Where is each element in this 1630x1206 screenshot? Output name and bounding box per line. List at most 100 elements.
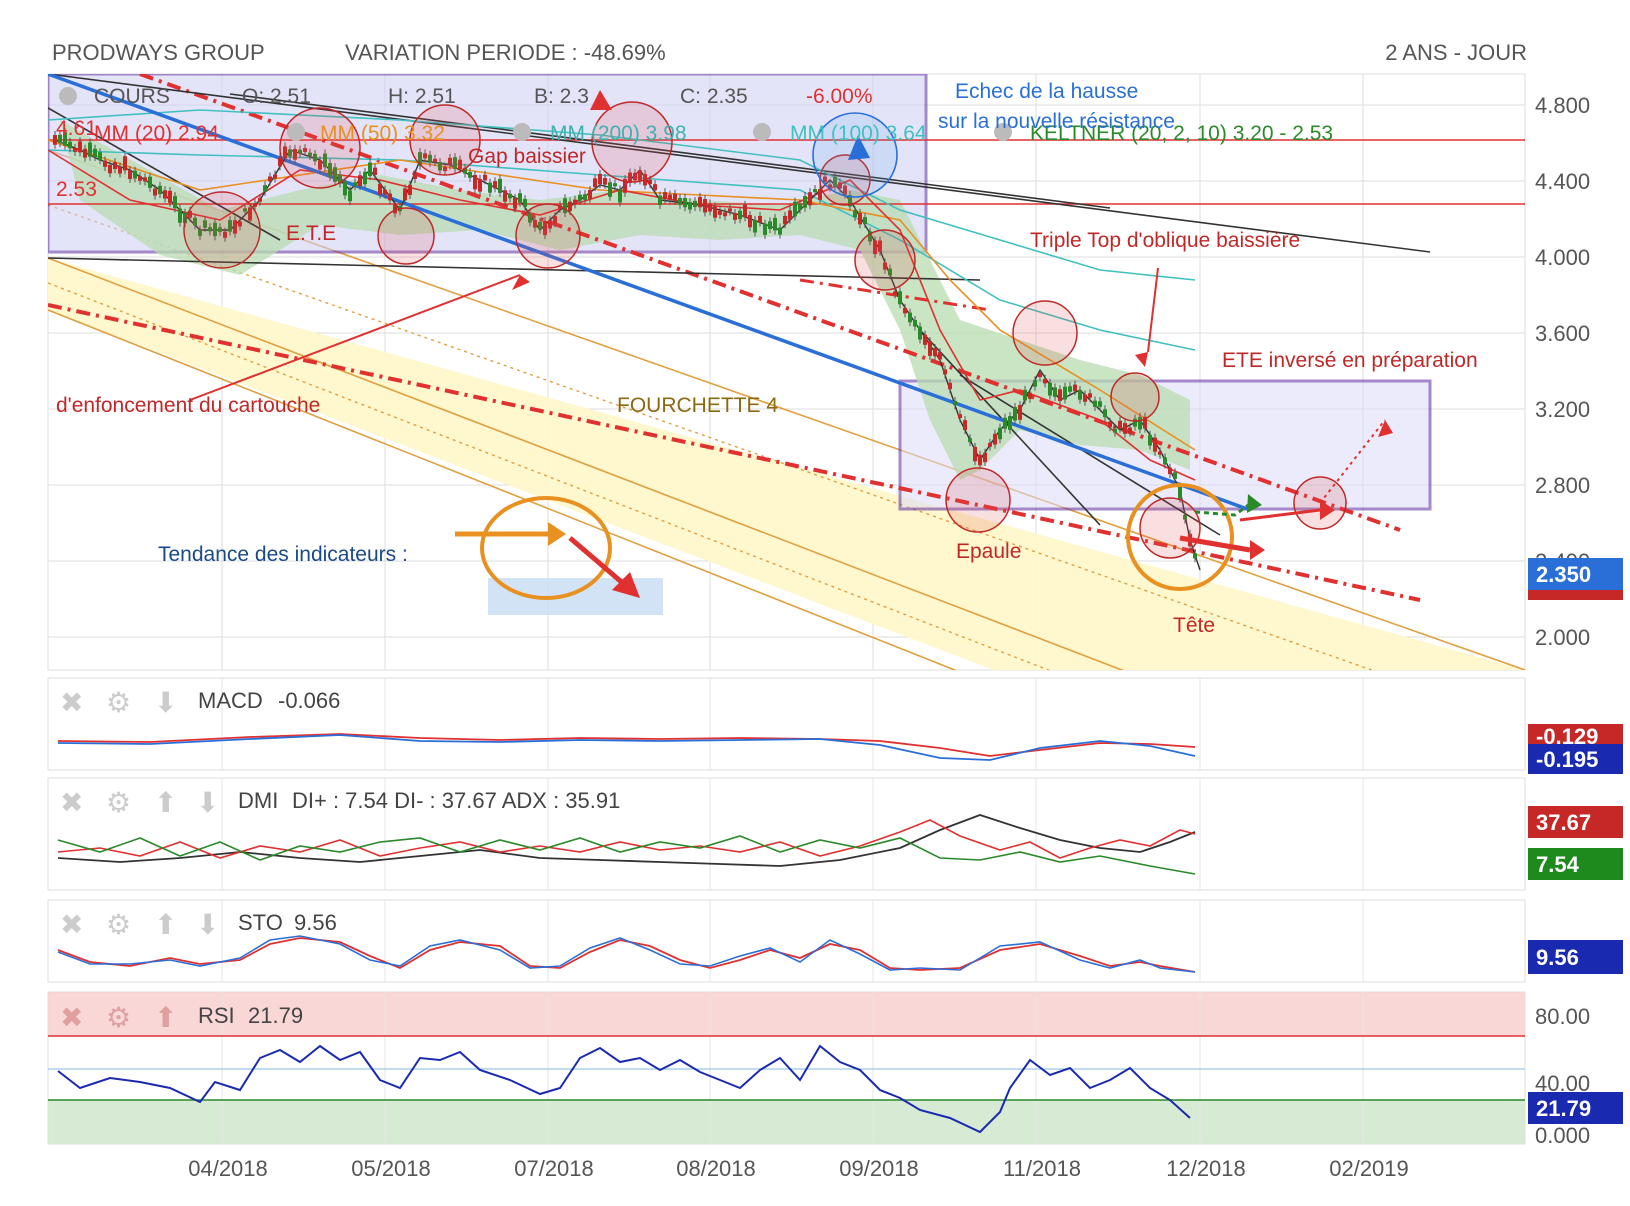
candle-body xyxy=(1028,392,1032,399)
candle-body xyxy=(413,173,417,180)
annotation-enfoncement: d'enfoncement du cartouche xyxy=(56,394,320,417)
candle-body xyxy=(63,132,67,146)
legend-change: -6.00% xyxy=(806,85,873,108)
close-icon[interactable]: ✖ xyxy=(60,786,83,819)
gear-icon[interactable] xyxy=(59,87,77,105)
arrow-down-icon[interactable]: ⬇ xyxy=(196,908,219,941)
candle-body xyxy=(553,216,557,224)
gear-icon[interactable]: ⚙ xyxy=(106,786,131,819)
current-price-text: 2.350 xyxy=(1536,562,1591,587)
rsi-line xyxy=(57,1044,1191,1134)
candle-body xyxy=(783,215,787,225)
legend-low: B: 2.3 xyxy=(534,85,589,108)
arrow-down-icon[interactable]: ⬇ xyxy=(196,786,219,819)
candle-body xyxy=(653,184,657,191)
trend-indicator-circle xyxy=(480,496,612,600)
candle-body xyxy=(918,326,922,340)
trend-arrow-red xyxy=(568,536,627,587)
candle-body xyxy=(1043,378,1047,384)
candle-body xyxy=(493,181,497,189)
annotation-gap: Gap baissier xyxy=(468,145,586,168)
candle-body xyxy=(1093,400,1097,407)
arrow-up-icon[interactable]: ⬆ xyxy=(154,908,177,941)
candle-body xyxy=(1033,380,1037,387)
legend-high: H: 2.51 xyxy=(388,85,456,108)
price-tick: 4.000 xyxy=(1535,245,1590,270)
candle-body xyxy=(318,160,322,170)
close-icon[interactable]: ✖ xyxy=(60,686,83,719)
candle-body xyxy=(1183,514,1187,520)
candle-body xyxy=(838,182,842,189)
candle-body xyxy=(343,181,347,196)
trend-arrow-red-head xyxy=(612,572,640,598)
candle-body xyxy=(853,210,857,218)
candle-body xyxy=(283,146,287,159)
candle-body xyxy=(648,179,652,185)
candle-body xyxy=(658,195,662,206)
annotation-arrows xyxy=(189,267,1386,553)
candle-body xyxy=(223,231,227,238)
x-tick: 12/2018 xyxy=(1166,1156,1246,1181)
candle-body xyxy=(843,185,847,195)
close-icon[interactable]: ✖ xyxy=(60,1001,83,1034)
candle-body xyxy=(728,208,732,212)
candle-body xyxy=(683,198,687,208)
dmi-badge-2-text: 7.54 xyxy=(1536,852,1580,877)
candle-body xyxy=(443,166,447,172)
candle-body xyxy=(468,172,472,178)
candle-body xyxy=(513,197,517,209)
candle-body xyxy=(588,189,592,199)
dmi-minus-line xyxy=(57,819,1196,859)
gear-icon[interactable] xyxy=(753,123,771,141)
candle-body xyxy=(1173,472,1177,479)
candle-body xyxy=(1163,457,1167,465)
macd-value: -0.066 xyxy=(278,688,340,713)
candle-body xyxy=(548,220,552,229)
macd-frame xyxy=(47,677,1526,771)
close-icon[interactable]: ✖ xyxy=(60,908,83,941)
candle-body xyxy=(793,201,797,217)
candle-body xyxy=(1058,389,1062,402)
legend-close: C: 2.35 xyxy=(680,85,748,108)
candle-body xyxy=(183,212,187,224)
candle-body xyxy=(173,196,177,209)
gear-icon[interactable]: ⚙ xyxy=(106,1001,131,1034)
gear-icon[interactable]: ⚙ xyxy=(106,908,131,941)
candle-body xyxy=(168,190,172,203)
candle-body xyxy=(873,240,877,255)
candle-body xyxy=(1003,417,1007,429)
candle-body xyxy=(1103,409,1107,418)
candle-body xyxy=(408,184,412,195)
gear-icon[interactable] xyxy=(287,123,305,141)
arrow-down-icon[interactable]: ⬇ xyxy=(154,686,177,719)
arrow-up-icon[interactable]: ⬆ xyxy=(154,786,177,819)
candle-body xyxy=(1138,416,1142,430)
candle-body xyxy=(923,334,927,345)
legend-cours: COURS xyxy=(94,85,170,108)
dmi-badge-1 xyxy=(1528,806,1623,838)
candle-body xyxy=(238,221,242,227)
candle-body xyxy=(1123,423,1127,434)
candle-body xyxy=(368,162,372,177)
candle-body xyxy=(988,442,992,447)
candle-body xyxy=(208,227,212,232)
legend-mm100: MM (100) 3.64 xyxy=(790,122,927,145)
annotation-fourchette: FOURCHETTE 4 xyxy=(617,394,778,417)
keltner-channel xyxy=(60,120,1190,480)
candle-body xyxy=(303,148,307,152)
candle-body xyxy=(763,223,767,235)
blue-arrow-head xyxy=(848,135,870,160)
gear-icon[interactable]: ⚙ xyxy=(106,686,131,719)
arrow-up-icon[interactable]: ⬆ xyxy=(154,1001,177,1034)
fork-dotted-lines xyxy=(48,204,1374,670)
gear-icon[interactable] xyxy=(994,123,1012,141)
candle-body xyxy=(663,192,667,200)
gear-icon[interactable] xyxy=(513,123,531,141)
period-label[interactable]: 2 ANS - JOUR xyxy=(1385,40,1527,65)
candle-body xyxy=(913,319,917,327)
price-panel: COURS O: 2.51 H: 2.51 B: 2.3 C: 2.35 -6.… xyxy=(47,73,1623,671)
candle-body xyxy=(578,194,582,201)
candle-body xyxy=(78,141,82,153)
candle-body xyxy=(138,176,142,181)
candle-body xyxy=(993,433,997,445)
